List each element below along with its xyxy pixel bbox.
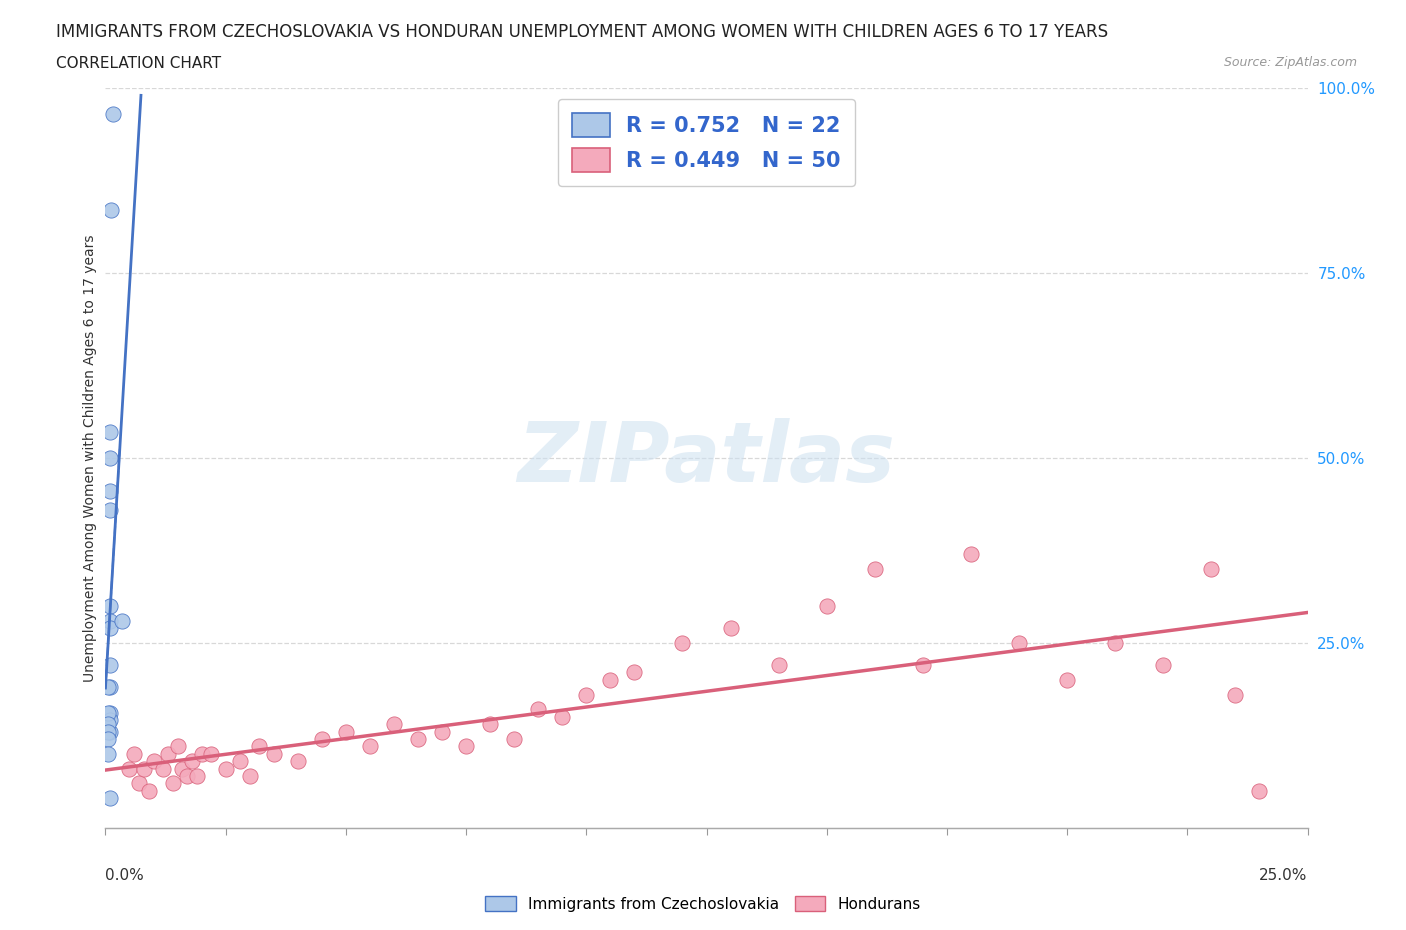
Point	[176, 768, 198, 783]
Point	[186, 768, 208, 783]
Text: CORRELATION CHART: CORRELATION CHART	[56, 56, 221, 71]
Point	[100, 203, 122, 218]
Point	[671, 635, 693, 650]
Point	[142, 753, 165, 768]
Point	[124, 746, 146, 761]
Point	[406, 732, 429, 747]
Point	[156, 746, 179, 761]
Text: 0.0%: 0.0%	[105, 869, 145, 883]
Point	[527, 702, 550, 717]
Point	[503, 732, 526, 747]
Point	[359, 739, 381, 754]
Point	[239, 768, 262, 783]
Point	[98, 680, 121, 695]
Point	[111, 613, 134, 628]
Point	[863, 562, 886, 577]
Point	[214, 761, 236, 776]
Point	[98, 706, 121, 721]
Point	[311, 732, 333, 747]
Point	[152, 761, 174, 776]
Point	[98, 484, 121, 498]
Point	[229, 753, 252, 768]
Point	[1008, 635, 1031, 650]
Point	[1152, 658, 1174, 672]
Point	[118, 761, 141, 776]
Point	[335, 724, 357, 739]
Point	[181, 753, 204, 768]
Point	[101, 107, 124, 122]
Point	[98, 620, 121, 635]
Point	[575, 687, 598, 702]
Point	[768, 658, 790, 672]
Point	[128, 776, 150, 790]
Point	[430, 724, 453, 739]
Point	[162, 776, 184, 790]
Point	[97, 717, 120, 732]
Point	[200, 746, 222, 761]
Point	[98, 425, 121, 440]
Point	[97, 680, 120, 695]
Legend: Immigrants from Czechoslovakia, Hondurans: Immigrants from Czechoslovakia, Honduran…	[479, 889, 927, 918]
Text: Source: ZipAtlas.com: Source: ZipAtlas.com	[1223, 56, 1357, 69]
Point	[138, 783, 160, 798]
Point	[97, 724, 120, 739]
Point	[382, 717, 405, 732]
Legend: R = 0.752   N = 22, R = 0.449   N = 50: R = 0.752 N = 22, R = 0.449 N = 50	[558, 99, 855, 187]
Point	[132, 761, 155, 776]
Point	[98, 599, 121, 614]
Y-axis label: Unemployment Among Women with Children Ages 6 to 17 years: Unemployment Among Women with Children A…	[83, 234, 97, 682]
Point	[97, 706, 120, 721]
Point	[98, 451, 121, 466]
Point	[98, 790, 121, 805]
Point	[98, 658, 121, 672]
Point	[1201, 562, 1223, 577]
Point	[1104, 635, 1126, 650]
Point	[1225, 687, 1247, 702]
Point	[287, 753, 309, 768]
Point	[815, 599, 838, 614]
Point	[172, 761, 194, 776]
Text: 25.0%: 25.0%	[1260, 869, 1308, 883]
Point	[98, 502, 121, 517]
Point	[98, 713, 121, 728]
Point	[247, 739, 270, 754]
Point	[1249, 783, 1271, 798]
Point	[98, 724, 121, 739]
Point	[551, 710, 574, 724]
Point	[960, 547, 983, 562]
Point	[97, 732, 120, 747]
Point	[454, 739, 477, 754]
Point	[97, 746, 120, 761]
Point	[911, 658, 934, 672]
Text: ZIPatlas: ZIPatlas	[517, 418, 896, 498]
Point	[166, 739, 188, 754]
Text: IMMIGRANTS FROM CZECHOSLOVAKIA VS HONDURAN UNEMPLOYMENT AMONG WOMEN WITH CHILDRE: IMMIGRANTS FROM CZECHOSLOVAKIA VS HONDUR…	[56, 23, 1108, 41]
Point	[1056, 672, 1078, 687]
Point	[263, 746, 285, 761]
Point	[623, 665, 645, 680]
Point	[190, 746, 212, 761]
Point	[479, 717, 502, 732]
Point	[98, 613, 121, 628]
Point	[720, 620, 742, 635]
Point	[599, 672, 621, 687]
